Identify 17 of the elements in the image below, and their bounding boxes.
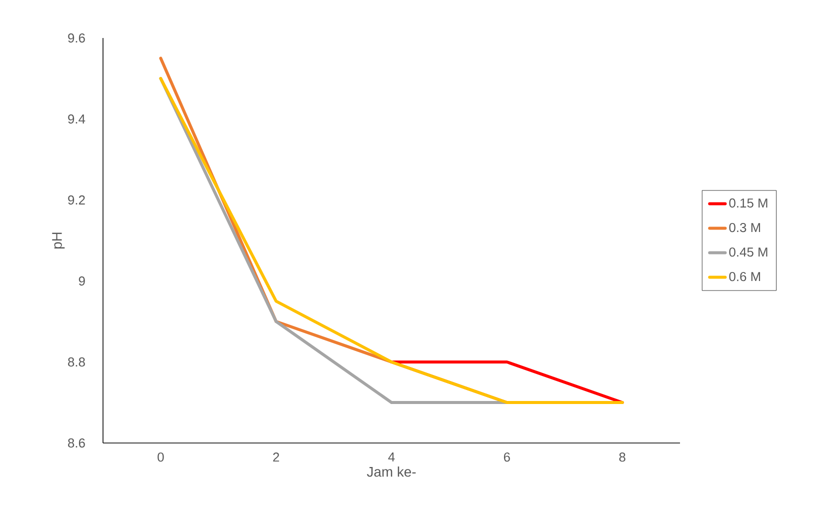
y-tick-label: 9: [78, 276, 85, 286]
legend-label: 0.6 M: [729, 272, 760, 282]
x-axis-title: Jam ke-: [366, 466, 416, 477]
legend-label: 0.3 M: [729, 222, 760, 232]
x-tick-label: 8: [619, 452, 626, 462]
y-tick-label: 8.8: [68, 357, 85, 367]
x-tick-label: 6: [504, 452, 510, 462]
x-tick-label: 4: [388, 452, 395, 462]
y-tick-label: 8.6: [68, 438, 85, 448]
legend-label: 0.45 M: [729, 247, 768, 257]
x-tick-label: 2: [273, 452, 280, 462]
y-axis-title: pH: [52, 232, 65, 248]
legend-label: 0.15 M: [729, 198, 768, 208]
y-tick-label: 9.2: [68, 195, 85, 205]
y-tick-label: 9.4: [68, 114, 86, 124]
x-tick-label: 0: [158, 452, 164, 462]
y-tick-label: 9.6: [68, 33, 85, 43]
